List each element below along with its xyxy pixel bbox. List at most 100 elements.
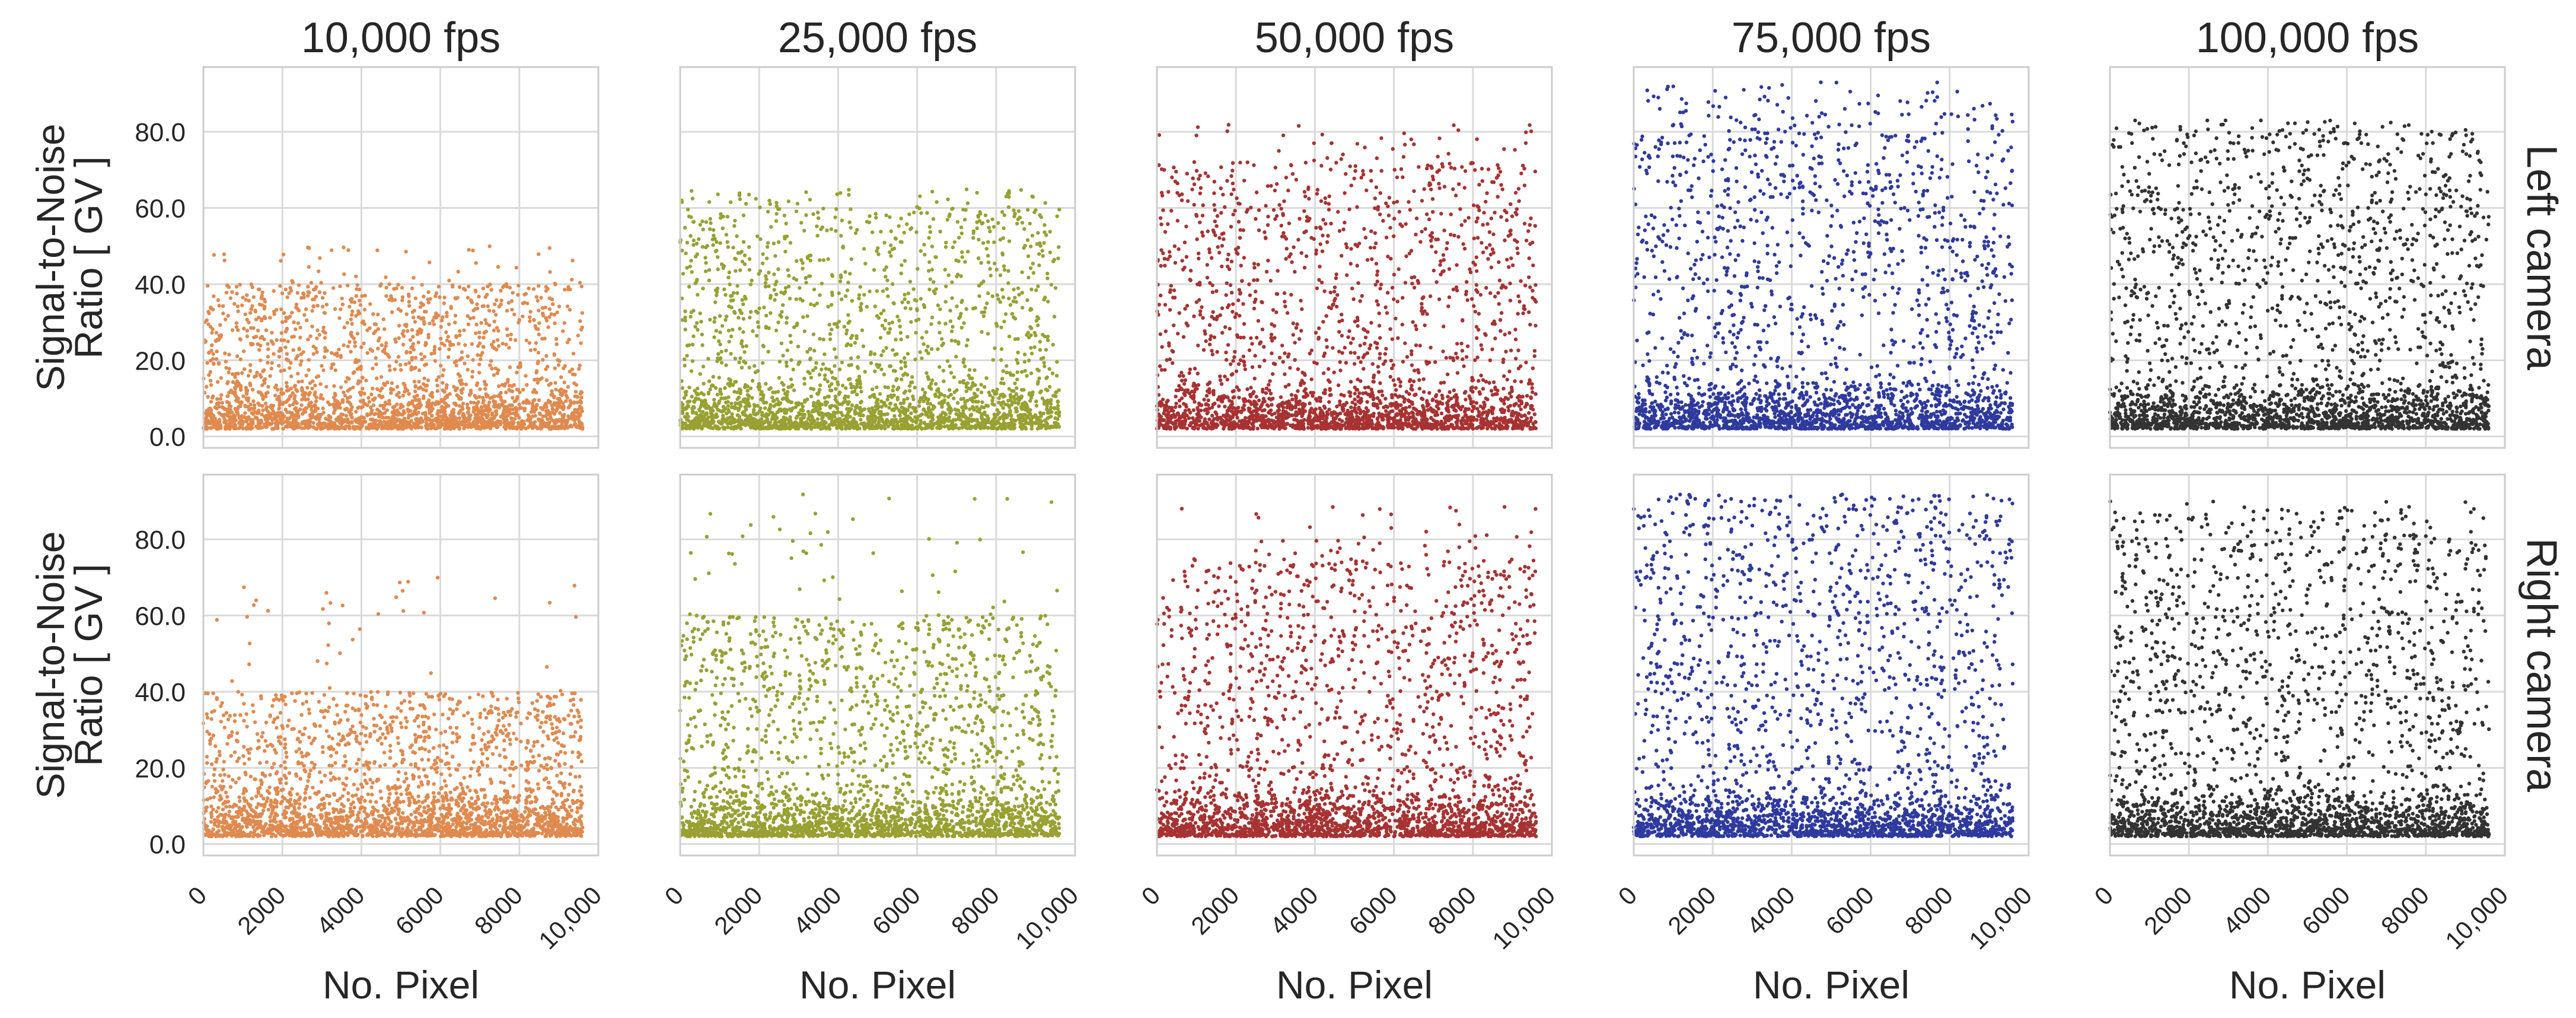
data-point	[480, 413, 484, 417]
data-point	[971, 236, 975, 240]
data-point	[948, 308, 952, 313]
data-point	[396, 355, 401, 359]
data-point	[1013, 418, 1018, 423]
data-point	[350, 405, 354, 409]
data-point	[1023, 425, 1028, 430]
data-point	[701, 227, 705, 231]
data-point	[1019, 188, 1024, 192]
data-point	[812, 287, 817, 292]
data-point	[496, 344, 501, 348]
data-point	[401, 411, 406, 415]
data-point	[727, 304, 731, 308]
data-point	[282, 368, 286, 373]
data-point	[716, 352, 720, 356]
data-point	[709, 221, 713, 225]
data-point	[266, 384, 270, 389]
data-point	[286, 339, 290, 343]
data-point	[423, 416, 428, 421]
data-point	[445, 310, 449, 315]
data-point	[393, 367, 397, 371]
data-point	[289, 374, 294, 378]
data-point	[574, 383, 579, 387]
data-point	[911, 287, 916, 291]
data-point	[397, 411, 401, 415]
data-point	[401, 342, 406, 347]
data-point	[967, 373, 971, 378]
data-point	[319, 281, 323, 285]
data-point	[222, 252, 227, 256]
data-point	[297, 380, 301, 384]
data-point	[688, 234, 693, 238]
data-point	[888, 327, 892, 331]
data-point	[499, 288, 503, 293]
data-point	[544, 367, 548, 371]
data-point	[447, 355, 451, 360]
data-point	[738, 400, 742, 405]
data-point	[888, 422, 892, 427]
data-point	[711, 374, 716, 379]
data-point	[681, 272, 686, 276]
data-point	[439, 424, 444, 428]
data-point	[717, 399, 722, 403]
data-point	[266, 342, 270, 346]
data-point	[558, 411, 562, 415]
data-point	[416, 411, 420, 415]
data-point	[949, 371, 954, 375]
data-point	[883, 427, 887, 431]
data-point	[833, 215, 837, 219]
data-point	[361, 415, 365, 419]
data-point	[895, 352, 899, 356]
data-point	[339, 385, 343, 390]
data-point	[959, 326, 964, 330]
data-point	[230, 290, 234, 294]
data-point	[292, 417, 296, 422]
data-point	[551, 302, 555, 306]
data-point	[231, 380, 235, 384]
data-point	[1027, 392, 1031, 396]
data-point	[246, 427, 250, 431]
data-point	[983, 213, 988, 218]
data-point	[1026, 330, 1030, 335]
data-point	[234, 325, 238, 329]
data-point	[298, 362, 302, 367]
data-point	[224, 317, 228, 322]
data-point	[937, 395, 941, 399]
data-point	[741, 240, 746, 244]
data-point	[891, 301, 895, 305]
data-point	[788, 241, 793, 245]
data-point	[794, 209, 799, 214]
data-point	[262, 307, 266, 311]
data-point	[809, 395, 814, 399]
data-point	[696, 292, 700, 297]
data-point	[218, 323, 222, 327]
data-point	[863, 262, 868, 266]
data-point	[1020, 370, 1024, 374]
data-point	[1057, 245, 1061, 249]
data-point	[292, 427, 297, 431]
data-point	[296, 354, 300, 358]
data-point	[964, 343, 969, 348]
data-point	[384, 402, 388, 406]
data-point	[496, 338, 500, 342]
data-point	[872, 268, 876, 272]
data-point	[990, 294, 994, 298]
data-point	[553, 321, 557, 325]
data-point	[344, 380, 348, 384]
data-point	[888, 215, 892, 219]
data-point	[733, 311, 737, 315]
data-point	[361, 398, 365, 403]
data-point	[776, 320, 780, 325]
data-point	[846, 395, 850, 399]
data-point	[207, 373, 211, 377]
data-point	[483, 404, 487, 409]
data-point	[927, 236, 931, 240]
data-point	[759, 392, 763, 396]
data-point	[214, 330, 219, 335]
data-point	[553, 282, 557, 287]
data-point	[708, 317, 712, 322]
data-point	[275, 338, 279, 342]
data-point	[815, 417, 820, 421]
data-point	[795, 202, 800, 206]
data-point	[1026, 208, 1030, 212]
data-point	[417, 421, 422, 425]
